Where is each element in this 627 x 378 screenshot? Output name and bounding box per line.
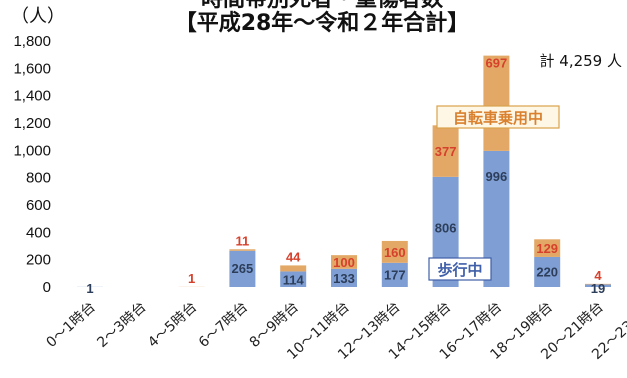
bar-bicycle (534, 239, 561, 257)
bar-bicycle (483, 55, 510, 151)
bar-bicycle (280, 265, 307, 272)
y-tick-label: 800 (26, 170, 51, 187)
x-tick-label: 2～3時台 (94, 299, 149, 351)
data-label-bicycle: 44 (286, 249, 301, 264)
chart-title-line1: 時間帯別死者・重傷者数 (201, 0, 444, 12)
bar-walking (331, 268, 357, 287)
data-label-bicycle: 129 (536, 241, 558, 256)
y-tick-label: 1,000 (13, 142, 51, 159)
data-label-walking: 220 (536, 264, 558, 279)
bar-walking (381, 262, 408, 287)
y-axis-ticks: 0 200 400 600 800 1,000 1,200 1,400 1,600 1,800 (13, 33, 51, 296)
data-label-bicycle: 11 (236, 233, 250, 248)
data-label-bicycle: 4 (594, 268, 602, 283)
data-label-bicycle: 100 (333, 255, 355, 270)
bar-walking (534, 256, 561, 287)
y-axis-unit: （人） (11, 6, 65, 27)
x-tick-label: 0～1時台 (44, 299, 99, 351)
bar-bicycle (381, 240, 408, 263)
legend-bike-label: 自転車乗用中 (453, 109, 543, 127)
y-tick-label: 200 (26, 252, 51, 269)
bar-bicycle (432, 125, 459, 177)
y-tick-label: 1,400 (13, 88, 51, 105)
bar-walking (280, 271, 307, 287)
bars: 1126511114441331001771608063779966972201… (77, 55, 611, 296)
y-tick-label: 1,800 (13, 33, 51, 50)
legend-bike-box (436, 105, 560, 129)
x-tick-label: 6～7時台 (196, 299, 251, 351)
data-label-bicycle: 377 (435, 144, 457, 159)
data-label-walking: 177 (384, 268, 406, 283)
bar-bicycle (585, 283, 611, 285)
bar-walking (585, 284, 611, 287)
data-label-walking: 996 (486, 169, 508, 184)
total-label: 計 4,259 人 (540, 52, 622, 70)
data-label-walking: 19 (591, 281, 605, 296)
y-tick-label: 0 (43, 279, 51, 296)
data-label-bicycle: 697 (486, 56, 508, 71)
y-tick-label: 600 (26, 197, 51, 214)
data-label-walking: 1 (86, 281, 93, 296)
legend: 自転車乗用中 歩行中 (428, 105, 560, 281)
data-label-bicycle: 1 (188, 271, 195, 286)
bar-walking (229, 250, 256, 287)
y-tick-label: 1,600 (13, 60, 51, 77)
data-label-walking: 114 (283, 272, 305, 287)
data-label-walking: 133 (333, 271, 355, 286)
data-label-bicycle: 160 (384, 245, 406, 260)
data-label-walking: 806 (435, 220, 457, 235)
y-tick-label: 1,200 (13, 115, 51, 132)
y-tick-label: 400 (26, 224, 51, 241)
chart-title-line2: 【平成28年～令和２年合計】 (175, 10, 470, 36)
bar-bicycle (229, 249, 256, 251)
legend-walk-label: 歩行中 (437, 261, 482, 279)
legend-walk-box (428, 257, 492, 281)
data-label-walking: 265 (232, 261, 254, 276)
bar-bicycle (331, 255, 357, 269)
x-axis-ticks: 0～1時台2～3時台4～5時台6～7時台8～9時台10～11時台12～13時台1… (44, 299, 627, 363)
x-tick-label: 4～5時台 (145, 299, 200, 351)
